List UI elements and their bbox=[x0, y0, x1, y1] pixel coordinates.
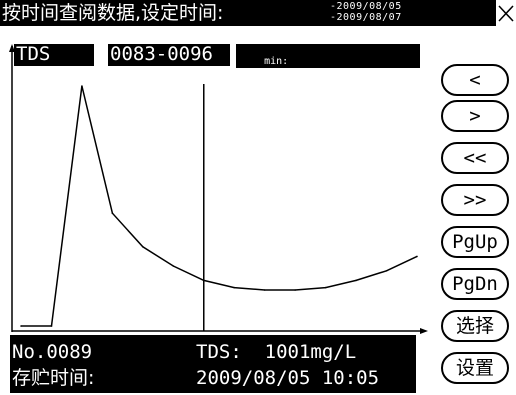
series-line bbox=[21, 85, 418, 327]
series-point bbox=[355, 279, 357, 282]
series-point bbox=[294, 289, 296, 291]
series-point bbox=[20, 325, 22, 327]
param-label: TDS bbox=[14, 44, 94, 66]
series-point bbox=[233, 286, 236, 289]
series-point bbox=[385, 270, 388, 272]
measure-value: TDS: 1001mg/L bbox=[196, 341, 357, 363]
first-button[interactable]: << bbox=[441, 142, 509, 174]
series-point bbox=[142, 246, 144, 248]
title-text: 按时间查阅数据,设定时间: bbox=[2, 2, 224, 24]
series-points bbox=[20, 85, 418, 327]
pgdn-button[interactable]: PgDn bbox=[441, 268, 509, 300]
pgup-button[interactable]: PgUp bbox=[441, 226, 509, 258]
min-max-readout: min: 71.5mg/L max: 5.01g/L bbox=[236, 44, 420, 89]
max-value: 5.01g/L bbox=[300, 78, 343, 89]
series-point bbox=[50, 325, 53, 327]
status-panel: No.0089 TDS: 1001mg/L 存贮时间: 2009/08/05 1… bbox=[10, 335, 416, 393]
x-axis-arrow-icon bbox=[420, 328, 428, 334]
trend-chart bbox=[9, 44, 428, 334]
series-point bbox=[416, 255, 418, 258]
stored-time-label: 存贮时间: bbox=[12, 367, 95, 389]
date-from: -2009/08/05 bbox=[330, 1, 402, 12]
prev-button[interactable]: < bbox=[441, 64, 509, 96]
series-point bbox=[263, 289, 266, 291]
max-label: max: bbox=[264, 67, 289, 78]
series-point bbox=[172, 265, 175, 267]
select-button[interactable]: 选择 bbox=[441, 310, 509, 342]
stored-time: 2009/08/05 10:05 bbox=[196, 367, 380, 389]
close-button[interactable] bbox=[496, 0, 516, 26]
record-range: 0083-0096 bbox=[108, 44, 230, 66]
series-point bbox=[324, 286, 327, 289]
last-button[interactable]: >> bbox=[441, 184, 509, 216]
min-value: 71.5mg/L bbox=[300, 67, 349, 78]
min-label: min: bbox=[264, 56, 289, 67]
series-point bbox=[202, 279, 205, 282]
title-bar: 按时间查阅数据,设定时间: -2009/08/05 -2009/08/07 bbox=[0, 0, 496, 26]
date-range: -2009/08/05 -2009/08/07 bbox=[330, 1, 402, 23]
y-axis-arrow-icon bbox=[9, 44, 15, 52]
date-to: -2009/08/07 bbox=[330, 12, 402, 23]
series-point bbox=[81, 85, 83, 87]
series-point bbox=[111, 212, 114, 214]
close-icon bbox=[498, 5, 514, 22]
settings-button[interactable]: 设置 bbox=[441, 352, 509, 384]
next-button[interactable]: > bbox=[441, 100, 509, 132]
record-number: No.0089 bbox=[12, 341, 93, 363]
